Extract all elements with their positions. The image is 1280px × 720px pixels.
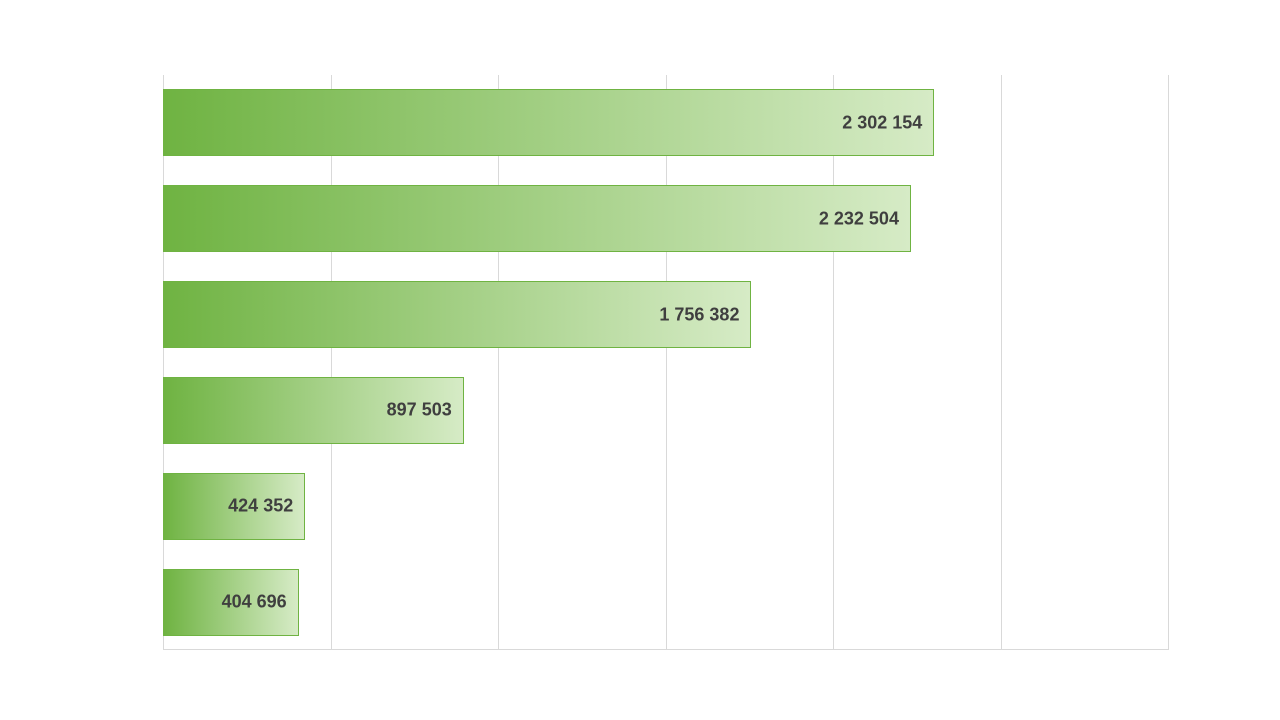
bar-value-label: 2 232 504 xyxy=(819,208,899,229)
bar-value-label: 404 696 xyxy=(222,592,287,613)
bar-slot: 2 232 504 xyxy=(163,185,1168,252)
bar-value-label: 424 352 xyxy=(228,496,293,517)
bars-layer: 2 302 154 2 232 504 1 756 382 897 503 424 35… xyxy=(163,75,1168,650)
bar-slot: 897 503 xyxy=(163,377,1168,444)
bar-value-label: 1 756 382 xyxy=(659,304,739,325)
bar-slot: 424 352 xyxy=(163,473,1168,540)
bar xyxy=(163,185,911,252)
gridline xyxy=(1168,75,1169,650)
bar-slot: 404 696 xyxy=(163,569,1168,636)
bar-slot: 1 756 382 xyxy=(163,281,1168,348)
bar-value-label: 2 302 154 xyxy=(842,112,922,133)
bar xyxy=(163,89,934,156)
x-axis-baseline xyxy=(163,649,1168,650)
bar-value-label: 897 503 xyxy=(387,400,452,421)
bar-slot: 2 302 154 xyxy=(163,89,1168,156)
chart-container: 2 302 154 2 232 504 1 756 382 897 503 424 35… xyxy=(0,0,1280,720)
plot-area: 2 302 154 2 232 504 1 756 382 897 503 424 35… xyxy=(163,75,1168,650)
